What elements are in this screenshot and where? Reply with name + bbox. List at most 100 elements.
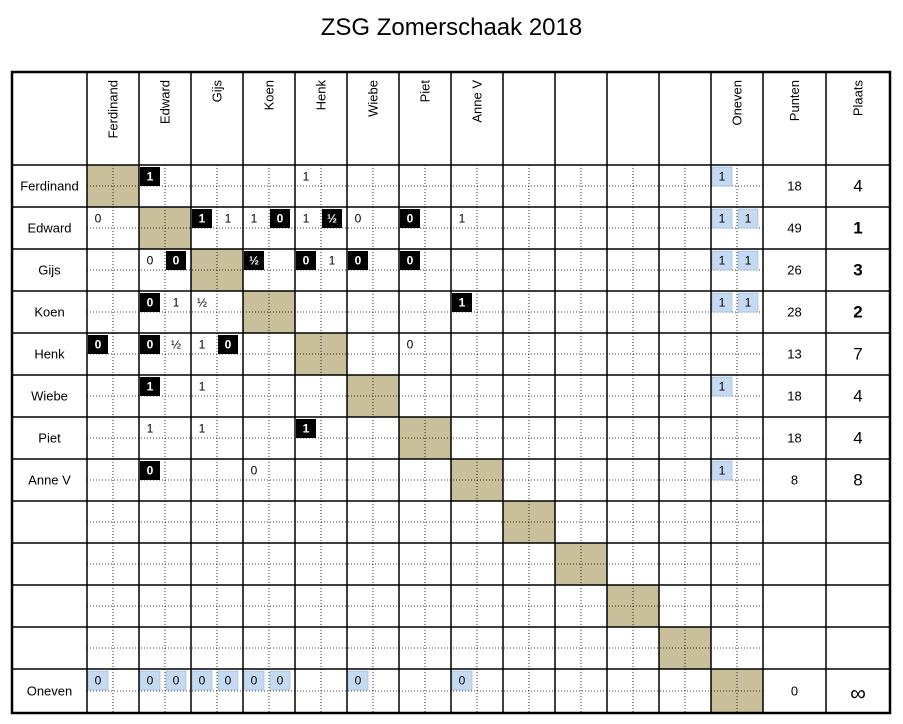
row-rank: 7: [853, 345, 862, 364]
result-value: 1: [459, 296, 466, 310]
result-value: 0: [147, 674, 154, 688]
result-value: 1: [719, 380, 726, 394]
black-result-cell: [218, 335, 238, 354]
result-value: 0: [173, 674, 180, 688]
black-result-cell: [270, 209, 290, 228]
black-result-cell: [140, 461, 160, 480]
black-result-cell: [296, 251, 316, 270]
result-value: 1: [251, 212, 258, 226]
result-value: ½: [249, 254, 259, 268]
row-player-name: Koen: [34, 305, 64, 320]
bye-result-cell: [451, 670, 473, 691]
result-value: 0: [407, 338, 414, 352]
column-header: Wiebe: [366, 80, 381, 117]
column-header: Gijs: [210, 80, 225, 103]
row-rank: 4: [853, 177, 862, 196]
result-value: 1: [745, 254, 752, 268]
row-rank: 1: [853, 219, 862, 238]
black-result-cell: [140, 293, 160, 312]
column-header: Anne V: [470, 80, 485, 123]
black-result-cell: [140, 167, 160, 186]
result-value: 1: [225, 212, 232, 226]
result-value: 0: [407, 254, 414, 268]
result-value: ½: [171, 338, 181, 352]
bye-result-cell: [711, 208, 733, 229]
column-header: Edward: [158, 80, 173, 124]
bye-result-cell: [711, 460, 733, 481]
result-value: 0: [355, 212, 362, 226]
result-value: 0: [95, 338, 102, 352]
row-points: 8: [791, 473, 798, 488]
result-value: 1: [719, 212, 726, 226]
result-value: 1: [173, 296, 180, 310]
column-header: Punten: [787, 80, 802, 121]
row-rank: 8: [853, 471, 862, 490]
result-value: 1: [719, 296, 726, 310]
bye-result-cell: [269, 670, 291, 691]
row-player-name: Oneven: [27, 684, 73, 699]
result-value: 0: [303, 254, 310, 268]
result-value: 0: [173, 254, 180, 268]
bye-result-cell: [711, 250, 733, 271]
row-player-name: Gijs: [38, 263, 61, 278]
row-rank: ∞: [850, 681, 866, 706]
bye-result-cell: [165, 670, 187, 691]
result-value: 1: [199, 338, 206, 352]
bye-result-cell: [139, 670, 161, 691]
bye-result-cell: [711, 376, 733, 397]
black-result-cell: [244, 251, 264, 270]
result-value: 0: [407, 212, 414, 226]
result-value: 0: [225, 674, 232, 688]
bye-result-cell: [217, 670, 239, 691]
result-value: ½: [197, 296, 207, 310]
bye-result-cell: [191, 670, 213, 691]
bye-result-cell: [737, 292, 759, 313]
column-header: Piet: [418, 80, 433, 103]
bye-result-cell: [737, 250, 759, 271]
row-player-name: Ferdinand: [20, 179, 79, 194]
row-player-name: Edward: [27, 221, 71, 236]
result-value: 0: [277, 674, 284, 688]
row-player-name: Wiebe: [31, 389, 68, 404]
column-header: Ferdinand: [106, 80, 121, 139]
bye-result-cell: [737, 208, 759, 229]
black-result-cell: [140, 377, 160, 396]
result-value: 1: [459, 212, 466, 226]
black-result-cell: [348, 251, 368, 270]
result-value: 0: [277, 212, 284, 226]
result-value: 1: [745, 212, 752, 226]
bye-result-cell: [87, 670, 109, 691]
result-value: 0: [147, 338, 154, 352]
black-result-cell: [166, 251, 186, 270]
page-title: ZSG Zomerschaak 2018: [320, 14, 583, 41]
result-value: 0: [225, 338, 232, 352]
black-result-cell: [452, 293, 472, 312]
row-points: 18: [787, 431, 801, 446]
result-value: 1: [147, 170, 154, 184]
result-value: 0: [251, 674, 258, 688]
result-value: 1: [199, 422, 206, 436]
result-value: 0: [147, 296, 154, 310]
bye-result-cell: [243, 670, 265, 691]
row-points: 18: [787, 389, 801, 404]
table-border: [10, 70, 892, 715]
black-result-cell: [400, 209, 420, 228]
result-value: 0: [355, 254, 362, 268]
row-points: 49: [787, 221, 801, 236]
bye-result-cell: [347, 670, 369, 691]
result-value: 0: [199, 674, 206, 688]
result-value: 0: [147, 464, 154, 478]
result-value: 1: [719, 464, 726, 478]
column-header: Plaats: [851, 80, 866, 117]
column-header: Henk: [314, 80, 329, 111]
result-value: 1: [303, 422, 310, 436]
black-result-cell: [88, 335, 108, 354]
black-result-cell: [322, 209, 342, 228]
result-value: 0: [95, 212, 102, 226]
black-result-cell: [140, 335, 160, 354]
row-points: 28: [787, 305, 801, 320]
result-value: 1: [199, 212, 206, 226]
result-value: 1: [147, 380, 154, 394]
result-value: 1: [329, 254, 336, 268]
